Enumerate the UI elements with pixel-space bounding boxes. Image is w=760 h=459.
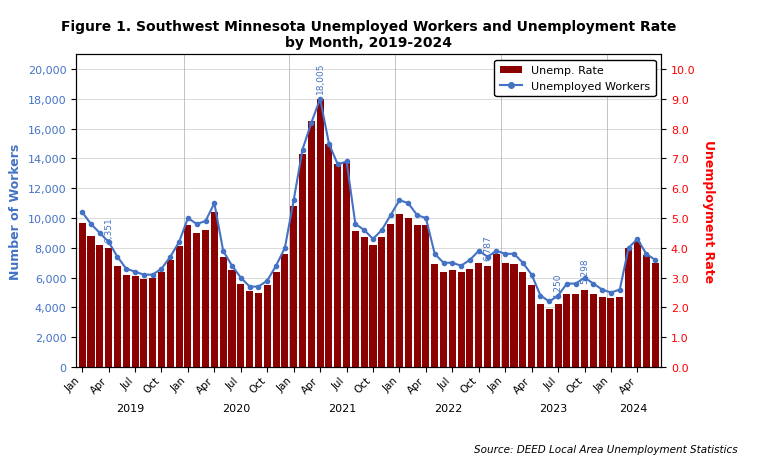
Bar xyxy=(519,272,527,367)
Bar xyxy=(97,245,103,367)
Bar xyxy=(493,254,500,367)
Bar xyxy=(387,224,394,367)
Bar xyxy=(273,272,280,367)
Bar xyxy=(440,272,447,367)
Bar xyxy=(131,276,138,367)
Bar xyxy=(122,275,130,367)
Bar xyxy=(502,263,508,367)
Bar xyxy=(599,297,606,367)
Bar xyxy=(413,226,420,367)
Text: 6,351: 6,351 xyxy=(104,217,113,243)
Bar xyxy=(625,248,632,367)
Bar xyxy=(149,278,157,367)
Bar xyxy=(78,223,86,367)
Text: 2021: 2021 xyxy=(328,403,356,413)
Y-axis label: Number of Workers: Number of Workers xyxy=(9,143,22,279)
Bar xyxy=(185,226,192,367)
Bar xyxy=(166,260,174,367)
Y-axis label: Unemployment Rate: Unemployment Rate xyxy=(702,140,715,283)
Bar xyxy=(396,214,403,367)
Bar xyxy=(158,272,165,367)
Bar xyxy=(563,294,571,367)
Bar xyxy=(114,266,121,367)
Bar xyxy=(378,238,385,367)
Bar xyxy=(352,232,359,367)
Legend: Unemp. Rate, Unemployed Workers: Unemp. Rate, Unemployed Workers xyxy=(494,61,656,97)
Text: 18,005: 18,005 xyxy=(315,62,325,94)
Bar xyxy=(475,263,483,367)
Bar xyxy=(308,122,315,367)
Bar xyxy=(246,291,253,367)
Bar xyxy=(405,218,412,367)
Bar xyxy=(87,236,94,367)
Bar xyxy=(202,230,209,367)
Text: 2023: 2023 xyxy=(540,403,568,413)
Bar xyxy=(317,100,324,367)
Bar xyxy=(467,269,473,367)
Bar xyxy=(255,293,262,367)
Bar xyxy=(581,290,588,367)
Bar xyxy=(141,280,147,367)
Bar xyxy=(229,271,236,367)
Bar xyxy=(643,256,650,367)
Bar xyxy=(211,213,218,367)
Title: Figure 1. Southwest Minnesota Unemployed Workers and Unemployment Rate
by Month,: Figure 1. Southwest Minnesota Unemployed… xyxy=(61,20,676,50)
Text: 5,298: 5,298 xyxy=(580,257,589,283)
Text: 2020: 2020 xyxy=(222,403,251,413)
Bar xyxy=(431,265,439,367)
Bar xyxy=(616,297,623,367)
Text: 4,250: 4,250 xyxy=(553,273,562,298)
Bar xyxy=(590,294,597,367)
Bar xyxy=(449,271,456,367)
Bar xyxy=(299,155,306,367)
Bar xyxy=(634,242,641,367)
Bar xyxy=(325,144,332,367)
Bar xyxy=(572,294,579,367)
Bar xyxy=(237,284,244,367)
Text: 2019: 2019 xyxy=(116,403,144,413)
Bar xyxy=(105,248,112,367)
Bar xyxy=(369,245,376,367)
Text: Source: DEED Local Area Unemployment Statistics: Source: DEED Local Area Unemployment Sta… xyxy=(473,444,737,454)
Text: 2022: 2022 xyxy=(434,403,462,413)
Text: 2024: 2024 xyxy=(619,403,648,413)
Bar xyxy=(528,285,535,367)
Bar xyxy=(176,247,182,367)
Bar xyxy=(264,285,271,367)
Bar xyxy=(546,309,553,367)
Bar xyxy=(651,263,659,367)
Bar xyxy=(343,163,350,367)
Bar xyxy=(290,207,297,367)
Bar xyxy=(555,304,562,367)
Bar xyxy=(537,305,544,367)
Bar xyxy=(220,257,226,367)
Text: 6,787: 6,787 xyxy=(483,235,492,261)
Bar xyxy=(458,272,464,367)
Bar xyxy=(607,299,615,367)
Bar xyxy=(193,234,201,367)
Bar xyxy=(423,226,429,367)
Bar xyxy=(484,266,491,367)
Bar xyxy=(361,238,368,367)
Bar xyxy=(281,254,288,367)
Bar xyxy=(511,265,518,367)
Bar xyxy=(334,165,341,367)
